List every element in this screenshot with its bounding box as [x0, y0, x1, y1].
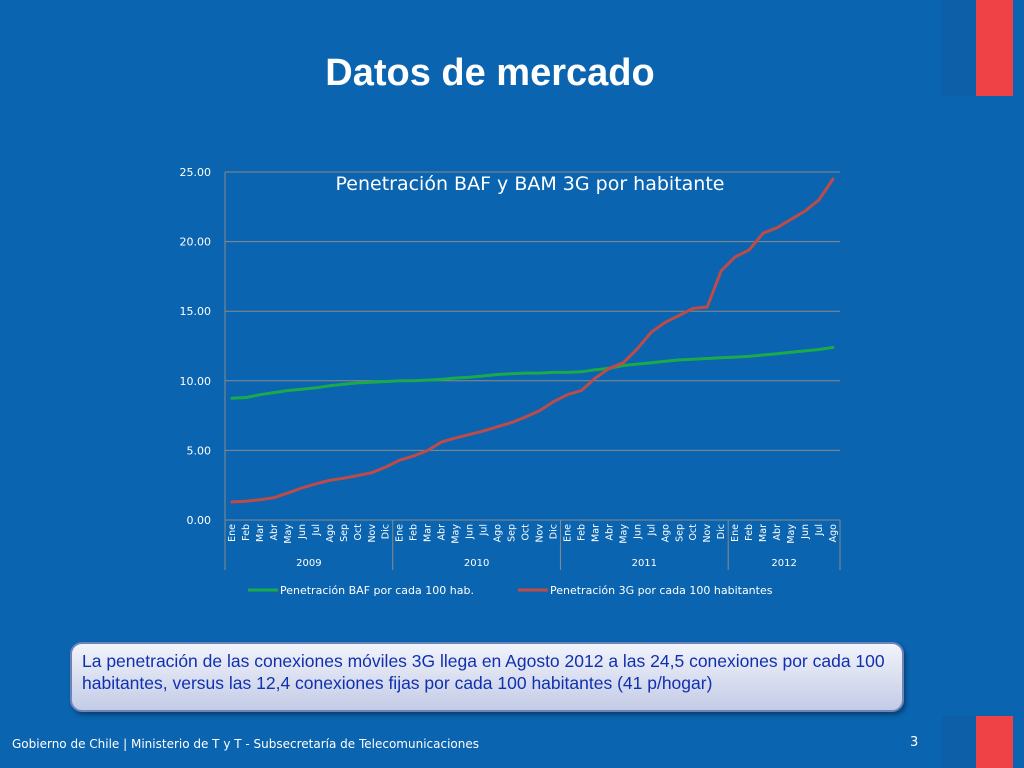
x-tick-label: Nov	[534, 524, 545, 543]
x-tick-label: Abr	[269, 524, 280, 541]
x-tick-label: Ago	[493, 524, 504, 543]
x-tick-label: Dic	[548, 524, 559, 539]
x-tick-label: Feb	[744, 524, 755, 541]
x-tick-label: Oct	[688, 524, 699, 541]
legend-label: Penetración BAF por cada 100 hab.	[280, 584, 474, 597]
x-tick-label: May	[283, 524, 294, 544]
y-tick-label: 5.00	[187, 444, 212, 457]
x-tick-label: Jun	[297, 524, 308, 540]
x-tick-label: Abr	[437, 524, 448, 541]
flag-stripe-blue-top	[942, 0, 976, 96]
y-tick-label: 10.00	[180, 375, 212, 388]
x-tick-label: Mar	[758, 524, 769, 542]
x-tick-label: Jul	[479, 524, 490, 536]
x-tick-label: Sep	[507, 524, 518, 542]
year-label: 2010	[464, 558, 489, 569]
legend-label: Penetración 3G por cada 100 habitantes	[550, 584, 773, 597]
x-tick-label: Oct	[353, 524, 364, 541]
x-tick-label: Feb	[409, 524, 420, 541]
x-tick-label: Ago	[660, 524, 671, 543]
series-line-baf	[230, 345, 835, 400]
y-tick-label: 0.00	[187, 514, 212, 527]
flag-stripe-red-top	[976, 0, 1013, 96]
x-tick-label: Sep	[339, 524, 350, 542]
flag-stripe-blue-bottom	[942, 716, 976, 768]
x-tick-label: Mar	[255, 524, 266, 542]
x-tick-label: Dic	[381, 524, 392, 539]
x-tick-label: Ene	[730, 524, 741, 542]
line-chart-container: 0.00 5.00 10.00 15.00 20.00 25.00 Ene Feb Mar Abr…	[160, 160, 850, 610]
x-tick-label: Jun	[800, 524, 811, 540]
y-tick-label: 15.00	[180, 305, 212, 318]
x-tick-label: Ene	[395, 524, 406, 542]
x-tick-label: Abr	[772, 524, 783, 541]
x-tick-label: Ene	[227, 524, 238, 542]
x-tick-label: Jun	[632, 524, 643, 540]
x-tick-label: Nov	[367, 524, 378, 543]
x-tick-label: May	[451, 524, 462, 544]
x-tick-label: May	[786, 524, 797, 544]
x-tick-label: Feb	[241, 524, 252, 541]
x-tick-label: Ago	[828, 524, 839, 543]
x-tick-label: Jul	[311, 524, 322, 536]
x-tick-label: Mar	[423, 524, 434, 542]
x-tick-label: Ago	[325, 524, 336, 543]
x-tick-label: Nov	[702, 524, 713, 543]
x-tick-label: Ene	[562, 524, 573, 542]
callout-box: La penetración de las conexiones móviles…	[70, 642, 904, 712]
year-label: 2009	[296, 558, 321, 569]
x-tick-label: Abr	[604, 524, 615, 541]
year-label: 2011	[632, 558, 657, 569]
slide-title: Datos de mercado	[325, 52, 655, 94]
y-tick-label: 20.00	[180, 236, 212, 249]
year-label: 2012	[771, 558, 796, 569]
callout-text: La penetración de las conexiones móviles…	[82, 651, 885, 693]
footer-text: Gobierno de Chile | Ministerio de T y T …	[12, 737, 479, 751]
x-tick-label: Jul	[814, 524, 825, 536]
series-line-3g	[230, 177, 835, 504]
y-tick-label: 25.00	[180, 166, 212, 179]
x-tick-label: Oct	[521, 524, 532, 541]
x-tick-label: Jul	[646, 524, 657, 536]
x-tick-label: Sep	[674, 524, 685, 542]
x-tick-label: May	[618, 524, 629, 544]
x-tick-label: Jun	[465, 524, 476, 540]
page-number: 3	[910, 735, 919, 750]
x-tick-label: Dic	[716, 524, 727, 539]
x-tick-label: Mar	[590, 524, 601, 542]
x-tick-label: Feb	[576, 524, 587, 541]
flag-stripe-red-bottom	[976, 716, 1013, 768]
chart-title: Penetración BAF y BAM 3G por habitante	[336, 173, 725, 195]
